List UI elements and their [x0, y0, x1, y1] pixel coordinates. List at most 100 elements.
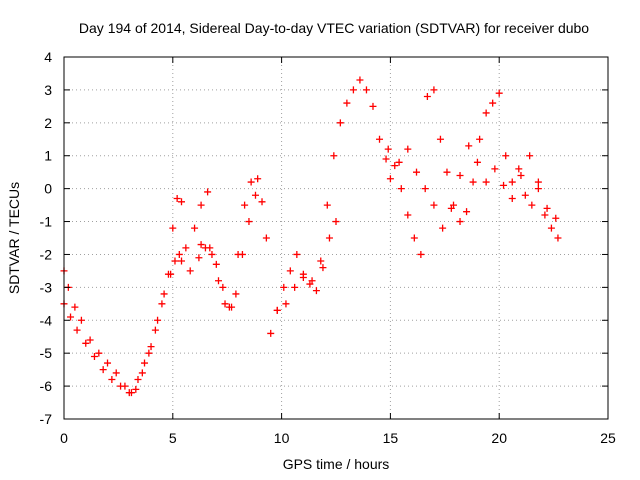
data-point-marker — [397, 185, 405, 193]
data-point-marker — [160, 290, 168, 298]
data-point-marker — [197, 241, 205, 249]
data-point-marker — [232, 290, 240, 298]
data-point-marker — [117, 382, 125, 390]
data-point-marker — [158, 300, 166, 308]
data-point-marker — [325, 234, 333, 242]
y-tick-label: 0 — [44, 181, 52, 197]
data-point-marker — [171, 257, 179, 265]
data-point-marker — [90, 352, 98, 360]
y-tick-label: 2 — [44, 115, 52, 131]
data-point-marker — [534, 178, 542, 186]
data-point-marker — [404, 211, 412, 219]
data-point-marker — [125, 389, 133, 397]
data-point-marker — [182, 244, 190, 252]
data-point-marker — [145, 349, 153, 357]
data-point-marker — [219, 283, 227, 291]
data-point-marker — [404, 145, 412, 153]
data-point-marker — [317, 257, 325, 265]
data-point-marker — [343, 99, 351, 107]
data-point-marker — [241, 201, 249, 209]
data-point-marker — [273, 306, 281, 314]
data-point-marker — [245, 218, 253, 226]
y-tick-label: -5 — [40, 345, 53, 361]
data-point-marker — [526, 152, 534, 160]
y-axis-label: SDTVAR / TECUs — [6, 182, 22, 294]
data-point-marker — [391, 162, 399, 170]
data-point-marker — [267, 329, 275, 337]
data-point-marker — [238, 250, 246, 258]
data-point-marker — [134, 376, 142, 384]
y-tick-label: -1 — [40, 214, 53, 230]
data-point-marker — [169, 224, 177, 232]
data-point-marker — [247, 178, 255, 186]
data-point-marker — [491, 165, 499, 173]
data-point-marker — [395, 158, 403, 166]
data-points — [60, 76, 562, 397]
x-tick-label: 0 — [60, 430, 68, 446]
chart-title: Day 194 of 2014, Sidereal Day-to-day VTE… — [79, 20, 589, 36]
data-point-marker — [469, 178, 477, 186]
data-point-marker — [482, 109, 490, 117]
data-point-marker — [436, 135, 444, 143]
y-tick-label: -4 — [40, 312, 53, 328]
series-track-f — [273, 76, 390, 314]
data-point-marker — [286, 267, 294, 275]
series-track-d — [197, 191, 259, 311]
data-point-marker — [384, 145, 392, 153]
data-point-marker — [175, 250, 183, 258]
data-point-marker — [71, 303, 79, 311]
data-point-marker — [319, 264, 327, 272]
data-point-marker — [204, 188, 212, 196]
data-point-marker — [151, 326, 159, 334]
data-point-marker — [173, 195, 181, 203]
data-point-marker — [132, 385, 140, 393]
data-point-marker — [417, 250, 425, 258]
data-point-marker — [112, 369, 120, 377]
data-point-marker — [430, 86, 438, 94]
data-point-marker — [308, 277, 316, 285]
data-point-marker — [99, 366, 107, 374]
data-point-marker — [362, 86, 370, 94]
data-point-marker — [495, 89, 503, 97]
data-point-marker — [299, 273, 307, 281]
data-point-marker — [554, 234, 562, 242]
x-tick-label: 10 — [274, 430, 290, 446]
data-point-marker — [528, 201, 536, 209]
data-point-marker — [191, 224, 199, 232]
data-point-marker — [382, 155, 390, 163]
data-point-marker — [108, 376, 116, 384]
series-track-g — [384, 86, 562, 258]
data-point-marker — [104, 359, 112, 367]
data-point-marker — [282, 300, 290, 308]
y-tick-label: -7 — [40, 411, 53, 427]
data-point-marker — [456, 171, 464, 179]
data-point-marker — [508, 178, 516, 186]
data-point-marker — [138, 369, 146, 377]
data-point-marker — [77, 316, 85, 324]
y-tick-label: -6 — [40, 378, 53, 394]
x-tick-label: 20 — [491, 430, 507, 446]
series-track-h — [386, 142, 560, 232]
data-point-marker — [221, 300, 229, 308]
data-point-marker — [332, 218, 340, 226]
data-point-marker — [410, 234, 418, 242]
y-axis-ticks: -7 -6 -5 -4 -3 -2 -1 0 1 2 3 4 — [40, 49, 608, 427]
data-point-marker — [280, 283, 288, 291]
data-point-marker — [293, 250, 301, 258]
data-point-marker — [186, 267, 194, 275]
x-tick-label: 25 — [600, 430, 616, 446]
data-point-marker — [141, 359, 149, 367]
data-point-marker — [430, 201, 438, 209]
data-point-marker — [356, 76, 364, 84]
y-tick-label: 3 — [44, 82, 52, 98]
data-point-marker — [502, 152, 510, 160]
x-tick-label: 15 — [383, 430, 399, 446]
data-point-marker — [456, 218, 464, 226]
data-point-marker — [443, 168, 451, 176]
data-point-marker — [547, 224, 555, 232]
data-point-marker — [323, 201, 331, 209]
data-point-marker — [508, 195, 516, 203]
data-point-marker — [463, 208, 471, 216]
